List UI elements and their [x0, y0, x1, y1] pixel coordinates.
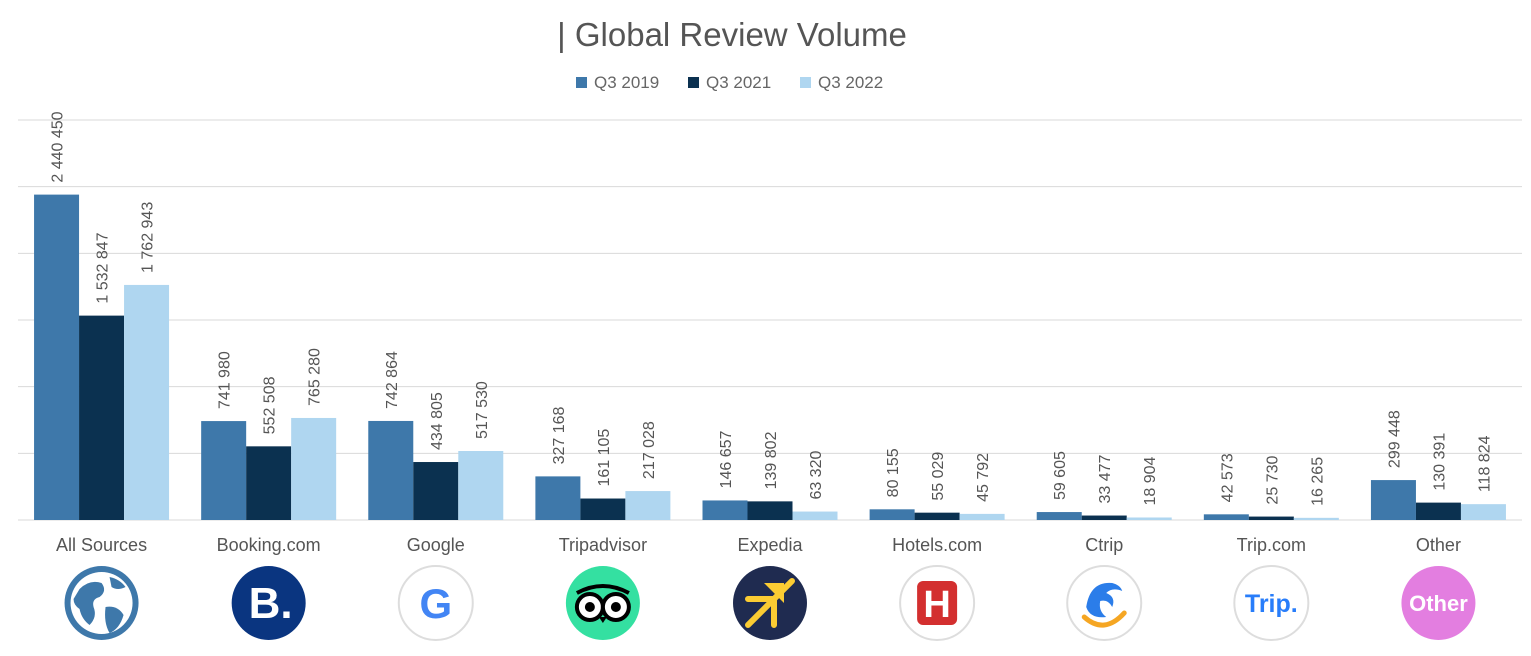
data-label: 161 105 [596, 429, 613, 487]
booking-logo-icon: B. [231, 566, 306, 640]
data-label: 742 864 [384, 351, 401, 409]
bar [959, 513, 1005, 520]
bar [1036, 512, 1082, 520]
bar [79, 315, 125, 520]
data-label: 146 657 [718, 431, 735, 489]
bar [291, 417, 337, 520]
data-label: 517 530 [474, 381, 491, 439]
bar [792, 511, 838, 520]
hotels-com-logo-icon: H [899, 565, 976, 641]
svg-text:G: G [419, 580, 452, 627]
data-label: 25 730 [1264, 456, 1281, 505]
bars [34, 194, 1506, 520]
category-labels: All Sources Booking.com Google Tripadvisor E… [56, 535, 1461, 555]
tripadvisor-owl-icon [565, 566, 640, 640]
other-badge-icon: Other [1401, 566, 1476, 640]
bar [246, 446, 292, 520]
category-label: Other [1416, 535, 1461, 555]
bar [535, 476, 581, 520]
legend-entry: Q3 2022 [818, 73, 883, 92]
category-label: Ctrip [1085, 535, 1123, 555]
bar [914, 512, 960, 520]
data-label: 217 028 [641, 421, 658, 479]
svg-text:H: H [923, 584, 950, 626]
bar [368, 420, 414, 520]
google-logo-icon: G [397, 565, 474, 641]
svg-text:Other: Other [1409, 591, 1468, 616]
data-label: 45 792 [975, 453, 992, 502]
data-label: 1 532 847 [95, 232, 112, 303]
legend-swatch [576, 77, 587, 88]
data-label: 33 477 [1097, 454, 1114, 503]
bar [747, 501, 793, 520]
data-label: 741 980 [217, 351, 234, 409]
ctrip-dolphin-icon [1066, 565, 1143, 641]
data-label: 42 573 [1219, 453, 1236, 502]
data-label: 552 508 [262, 376, 279, 434]
data-label: 59 605 [1052, 451, 1069, 500]
legend-swatch [800, 77, 811, 88]
bar [625, 491, 671, 520]
legend-entry: Q3 2019 [594, 73, 659, 92]
bar [1415, 502, 1461, 520]
bar [413, 462, 459, 520]
bar [201, 421, 247, 520]
category-label: Trip.com [1237, 535, 1306, 555]
source-icons: B. G H Trip. Other [64, 565, 1476, 641]
data-label: 1 762 943 [140, 202, 157, 273]
bar [458, 450, 504, 520]
bar [702, 500, 748, 520]
data-label: 765 280 [307, 348, 324, 406]
category-label: Google [407, 535, 465, 555]
category-label: Booking.com [217, 535, 321, 555]
category-label: All Sources [56, 535, 147, 555]
globe-icon [64, 566, 139, 640]
data-label: 2 440 450 [50, 111, 67, 182]
bar [1248, 516, 1294, 520]
data-label: 139 802 [763, 431, 780, 489]
bar [34, 194, 80, 520]
data-label: 80 155 [885, 448, 902, 497]
legend: Q3 2019 Q3 2021 Q3 2022 [576, 73, 883, 92]
legend-entry: Q3 2021 [706, 73, 771, 92]
svg-text:B.: B. [249, 579, 293, 628]
value-labels: 2 440 450 1 532 847 1 762 943 741 980 552 50… [50, 111, 1494, 506]
data-label: 118 824 [1476, 435, 1493, 492]
category-label: Hotels.com [892, 535, 982, 555]
data-label: 55 029 [930, 452, 947, 501]
bar [1293, 517, 1339, 520]
data-label: 434 805 [429, 392, 446, 450]
bar [1081, 515, 1127, 520]
data-label: 63 320 [808, 451, 825, 500]
legend-swatch [688, 77, 699, 88]
bar [869, 509, 915, 520]
data-label: 18 904 [1142, 456, 1159, 505]
bar [1126, 517, 1172, 520]
bar [1203, 514, 1249, 520]
bar [1460, 504, 1506, 520]
category-label: Expedia [737, 535, 803, 555]
expedia-plane-icon [733, 566, 807, 640]
category-label: Tripadvisor [559, 535, 647, 555]
data-label: 299 448 [1386, 410, 1403, 468]
bar [580, 498, 626, 520]
data-label: 130 391 [1431, 433, 1448, 491]
bar [124, 284, 170, 520]
data-label: 16 265 [1309, 457, 1326, 506]
data-label: 327 168 [551, 406, 568, 464]
svg-text:Trip.: Trip. [1245, 590, 1298, 618]
bar [1370, 480, 1416, 520]
chart-title: | Global Review Volume [557, 16, 907, 53]
trip-com-logo-icon: Trip. [1233, 565, 1310, 641]
